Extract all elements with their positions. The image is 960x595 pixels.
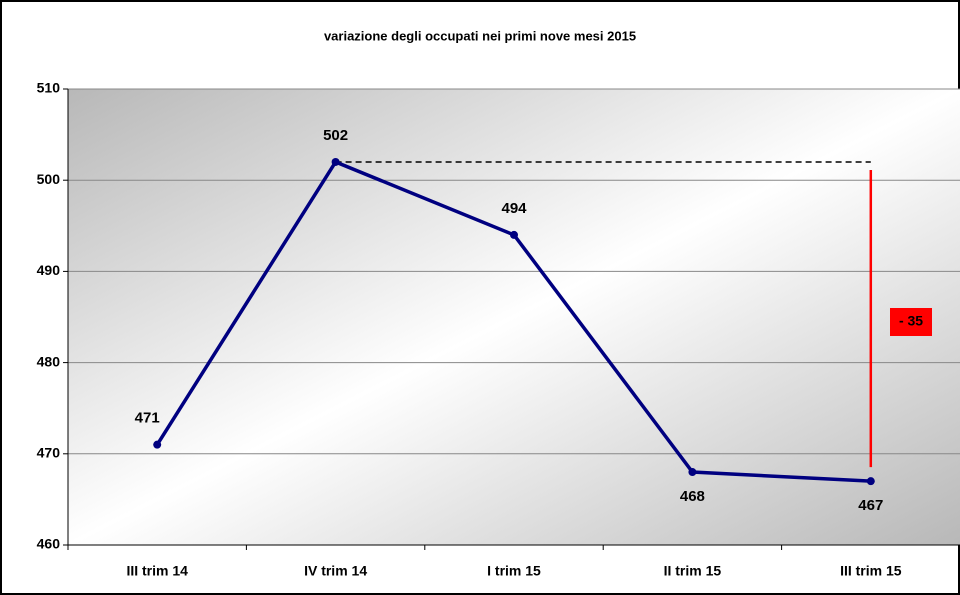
x-tick-label: IV trim 14 [304, 563, 367, 579]
y-tick-label: 480 [37, 353, 61, 369]
y-tick-label: 470 [37, 445, 61, 461]
point [866, 477, 875, 486]
point [510, 230, 518, 239]
y-tick-label: 460 [37, 536, 61, 552]
plot-area [68, 89, 960, 545]
x-tick-label: III trim 14 [126, 563, 188, 579]
x-tick-label: III trim 15 [840, 563, 902, 579]
value-label: 494 [501, 200, 527, 217]
value-label: 468 [680, 488, 705, 505]
chart-title: variazione degli occupati nei primi nove… [324, 28, 636, 43]
point [688, 468, 697, 477]
value-label: 471 [135, 410, 160, 427]
x-tick-label: I trim 15 [487, 563, 541, 579]
annotation-box [890, 308, 932, 336]
value-label: 502 [323, 127, 348, 144]
point [331, 157, 340, 166]
annotation: - 35 [899, 313, 923, 329]
x-tick-label: II trim 15 [664, 563, 722, 579]
point [153, 440, 162, 449]
y-tick-label: 490 [37, 262, 61, 278]
y-tick-label: 510 [37, 80, 61, 96]
y-tick-label: 500 [37, 171, 61, 187]
value-label: 467 [858, 497, 883, 514]
